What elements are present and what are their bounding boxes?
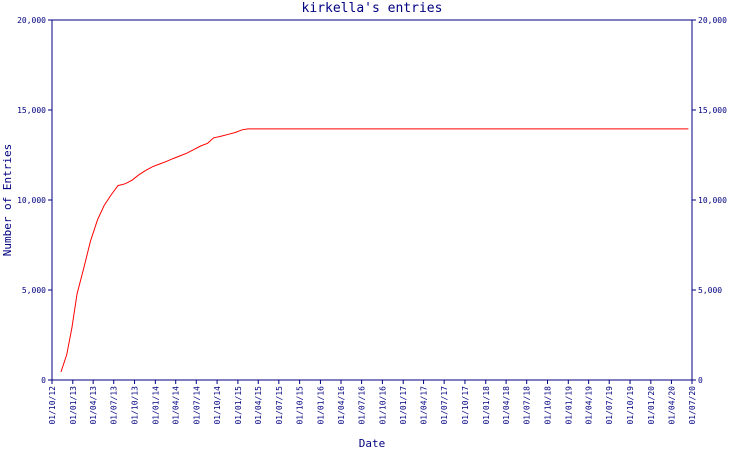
- x-tick-label: 01/10/18: [543, 386, 552, 425]
- x-tick-label: 01/10/19: [626, 386, 635, 425]
- y-tick-label-left: 5,000: [22, 286, 46, 295]
- x-tick-label: 01/04/18: [502, 386, 511, 425]
- series-line-0: [60, 128, 689, 373]
- y-tick-label-right: 0: [698, 376, 703, 385]
- x-tick-label: 01/07/14: [192, 386, 201, 425]
- y-axis-left-ticks: 0 5,000 10,000 15,000 20,000: [17, 16, 52, 385]
- x-tick-label: 01/07/13: [110, 386, 119, 425]
- y-tick-label-left: 15,000: [17, 106, 46, 115]
- x-tick-label: 01/04/16: [337, 386, 346, 425]
- x-tick-label: 01/04/13: [89, 386, 98, 425]
- series-layer: [60, 128, 689, 373]
- x-tick-label: 01/10/14: [213, 386, 222, 425]
- x-tick-label: 01/10/12: [48, 386, 57, 425]
- x-tick-label: 01/01/14: [151, 386, 160, 425]
- y-tick-label-right: 15,000: [698, 106, 727, 115]
- y-tick-label-left: 0: [41, 376, 46, 385]
- x-tick-label: 01/10/17: [461, 386, 470, 425]
- y-tick-label-right: 10,000: [698, 196, 727, 205]
- x-tick-label: 01/01/19: [564, 386, 573, 425]
- x-tick-label: 01/01/15: [234, 386, 243, 425]
- y-axis-right-ticks: 0 5,000 10,000 15,000 20,000: [692, 16, 727, 385]
- x-tick-label: 01/01/13: [69, 386, 78, 425]
- x-axis-ticks: 01/10/12 01/01/13 01/04/13 01/07/13 01/10/13…: [48, 380, 697, 425]
- y-tick-label-left: 10,000: [17, 196, 46, 205]
- x-tick-label: 01/04/14: [172, 386, 181, 425]
- y-axis-title: Number of Entries: [1, 144, 14, 257]
- x-tick-label: 01/07/20: [688, 386, 697, 425]
- y-tick-label-right: 5,000: [698, 286, 722, 295]
- x-tick-label: 01/07/18: [523, 386, 532, 425]
- chart-title: kirkella's entries: [302, 1, 443, 16]
- x-tick-label: 01/10/16: [378, 386, 387, 425]
- x-tick-label: 01/01/18: [482, 386, 491, 425]
- y-tick-label-right: 20,000: [698, 16, 727, 25]
- x-tick-label: 01/01/20: [647, 386, 656, 425]
- x-tick-label: 01/07/17: [440, 386, 449, 425]
- x-tick-label: 01/07/15: [275, 386, 284, 425]
- x-tick-label: 01/01/16: [316, 386, 325, 425]
- x-tick-label: 01/04/15: [254, 386, 263, 425]
- x-axis-title: Date: [359, 437, 386, 450]
- x-tick-label: 01/07/16: [358, 386, 367, 425]
- x-tick-label: 01/04/19: [585, 386, 594, 425]
- x-tick-label: 01/01/17: [399, 386, 408, 425]
- x-tick-label: 01/04/20: [667, 386, 676, 425]
- x-tick-label: 01/10/15: [296, 386, 305, 425]
- x-tick-label: 01/07/19: [605, 386, 614, 425]
- y-tick-label-left: 20,000: [17, 16, 46, 25]
- x-tick-label: 01/04/17: [420, 386, 429, 425]
- x-tick-label: 01/10/13: [131, 386, 140, 425]
